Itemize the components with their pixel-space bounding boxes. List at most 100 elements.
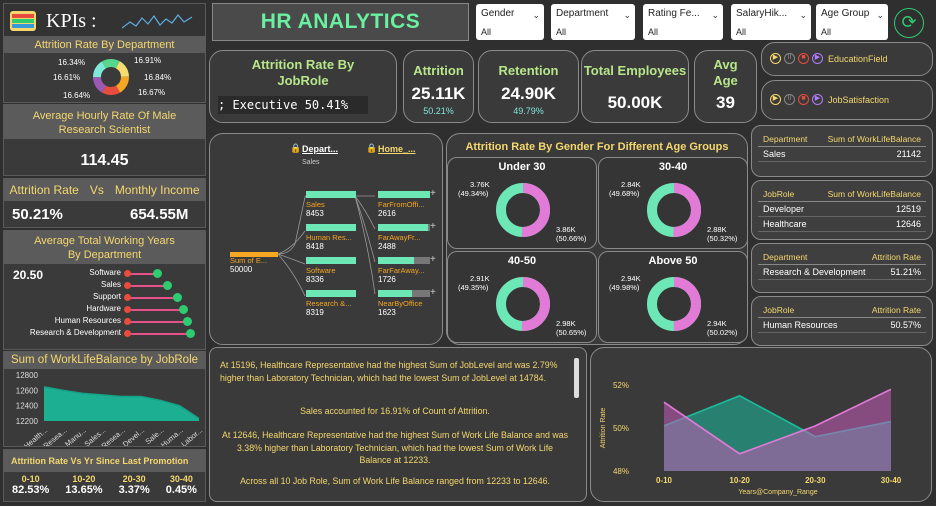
column-header[interactable]: JobRole: [763, 189, 795, 199]
total-employees-value: 50.00K: [607, 93, 663, 112]
decomp-col1[interactable]: Depart...: [302, 144, 339, 154]
play-icon[interactable]: ▶: [770, 53, 781, 64]
filter-value: All: [556, 27, 567, 37]
table-header: Department Attrition Rate: [758, 250, 926, 265]
decomp-col2[interactable]: Home_...: [378, 144, 416, 154]
series-line[interactable]: [663, 388, 892, 455]
column-header[interactable]: Sum of WorkLifeBalance: [827, 189, 921, 199]
filter-dropdown[interactable]: Age Group All ⌄: [816, 4, 888, 40]
column-header[interactable]: Department: [763, 134, 808, 144]
play-icon[interactable]: ▶: [770, 94, 781, 105]
attrition-income-card: Attrition Rate Vs Monthly Income 50.21% …: [3, 178, 206, 228]
decomp-node-label: Software: [306, 266, 336, 275]
age-group-title: Above 50: [648, 255, 698, 267]
lollipop-dot[interactable]: [172, 293, 182, 302]
table-row[interactable]: Human Resources 50.57%: [758, 318, 926, 333]
promo-value: 82.53%: [11, 484, 50, 496]
lollipop-dot[interactable]: [185, 329, 195, 338]
attrition-card: Attrition 25.11K 50.21%: [403, 50, 474, 123]
decomp-node-bar[interactable]: [306, 257, 356, 264]
filter-dropdown[interactable]: Gender All ⌄: [476, 4, 544, 40]
expand-icon[interactable]: +: [430, 254, 436, 265]
column-header[interactable]: Department: [763, 252, 808, 262]
decomp-node-value: 8418: [306, 242, 324, 251]
expand-icon[interactable]: +: [430, 188, 436, 199]
donut-value-a: 2.91K: [470, 274, 490, 283]
playback-controls: ▶ II ■ ▶ JobSatisfaction: [770, 94, 889, 105]
column-header[interactable]: Attrition Rate: [871, 252, 921, 262]
expand-icon[interactable]: +: [430, 287, 436, 298]
table-header: Department Sum of WorkLifeBalance: [758, 132, 926, 147]
filter-dropdown[interactable]: Rating Fe... All ⌄: [643, 4, 723, 40]
column-header[interactable]: Sum of WorkLifeBalance: [827, 134, 921, 144]
gender-donut: [647, 183, 701, 237]
next-icon[interactable]: ▶: [812, 53, 823, 64]
x-axis-label: Years@Company_Range: [738, 489, 817, 496]
stop-icon[interactable]: ■: [798, 53, 809, 64]
attr-dept-donut: [93, 59, 129, 95]
donut-label: 16.34%: [58, 58, 86, 67]
lollipop-line: [127, 321, 186, 323]
donut-pct-b: (50.32%): [707, 234, 738, 243]
menu-icon[interactable]: [10, 11, 36, 31]
column-header[interactable]: JobRole: [763, 305, 795, 315]
wlb-jobrole-card: Sum of WorkLifeBalance by JobRole 12200 1…: [3, 351, 206, 447]
wlb-jobrole-title: Sum of WorkLifeBalance by JobRole: [4, 352, 205, 369]
promo-value: 0.45%: [165, 484, 197, 496]
donut-segment[interactable]: [496, 277, 550, 331]
table-row[interactable]: Sales 21142: [758, 147, 926, 162]
stop-icon[interactable]: ■: [798, 94, 809, 105]
retention-value: 24.90K: [501, 84, 556, 103]
decomp-node-label: Sales: [306, 200, 325, 209]
donut-segment[interactable]: [647, 183, 701, 237]
working-years-value: 20.50: [13, 268, 44, 282]
decomp-node-bar[interactable]: [378, 191, 430, 198]
table-row[interactable]: Research & Development 51.21%: [758, 265, 926, 280]
pause-icon[interactable]: II: [784, 53, 795, 64]
lollipop-dot[interactable]: [163, 281, 172, 290]
wlb-line: [43, 386, 200, 420]
donut-segment[interactable]: [647, 277, 701, 331]
monthly-income-label: Monthly Income: [114, 183, 200, 197]
total-employees-card: Total Employees 50.00K: [581, 50, 689, 123]
decomp-node-value: 2488: [378, 242, 396, 251]
filter-dropdown[interactable]: SalaryHik... All ⌄: [731, 4, 811, 40]
refresh-icon[interactable]: ⟳: [894, 8, 924, 38]
decomp-node-bar[interactable]: [306, 191, 356, 198]
lollipop-start: [124, 282, 131, 289]
donut-segment[interactable]: [496, 183, 550, 237]
lollipop-chart: Software Sales Support Hardware Human Resour…: [4, 268, 207, 348]
table-cell: Sales: [763, 149, 786, 159]
table-cell: 12646: [895, 219, 921, 229]
decomp-node-label: Human Res...: [306, 233, 352, 242]
table-header: JobRole Sum of WorkLifeBalance: [758, 187, 926, 202]
filter-dropdown[interactable]: Department All ⌄: [551, 4, 635, 40]
jobrole-ticker: ; Executive 50.41%: [218, 96, 368, 114]
lollipop-dot[interactable]: [179, 305, 189, 314]
decomp-node-value: 1623: [378, 308, 396, 317]
lollipop-line: [127, 309, 183, 311]
filter-value: All: [821, 27, 832, 37]
decomp-node-bar[interactable]: [378, 257, 414, 264]
lollipop-dot[interactable]: [153, 269, 163, 278]
decomp-node-bar[interactable]: [378, 224, 428, 231]
decomp-node-bar[interactable]: [306, 224, 356, 231]
lollipop-dot[interactable]: [182, 317, 192, 326]
smart-narrative: At 15196, Healthcare Representative had …: [209, 347, 587, 502]
next-icon[interactable]: ▶: [812, 94, 823, 105]
pause-icon[interactable]: II: [784, 94, 795, 105]
column-header[interactable]: Attrition Rate: [871, 305, 921, 315]
decomp-node-bar[interactable]: [306, 290, 356, 297]
decomp-root-bar[interactable]: [230, 252, 278, 257]
jobrole-attrition-title: Attrition Rate By JobRole: [251, 57, 355, 88]
age-group-donut-card: Above 50 2.94K (49.98%) 2.94K (50.02%): [598, 251, 748, 343]
data-table: Department Sum of WorkLifeBalance Sales 211…: [751, 125, 933, 177]
donut-value-a: 3.76K: [470, 180, 490, 189]
decomp-node-bar[interactable]: [378, 290, 412, 297]
table-row[interactable]: Developer 12519: [758, 202, 926, 217]
x-tick-label: 20-30: [805, 476, 826, 485]
table-row[interactable]: Healthcare 12646: [758, 217, 926, 232]
attr-dept-title: Attrition Rate By Department: [4, 38, 205, 53]
expand-icon[interactable]: +: [430, 221, 436, 232]
narrative-scrollbar[interactable]: [574, 358, 579, 398]
